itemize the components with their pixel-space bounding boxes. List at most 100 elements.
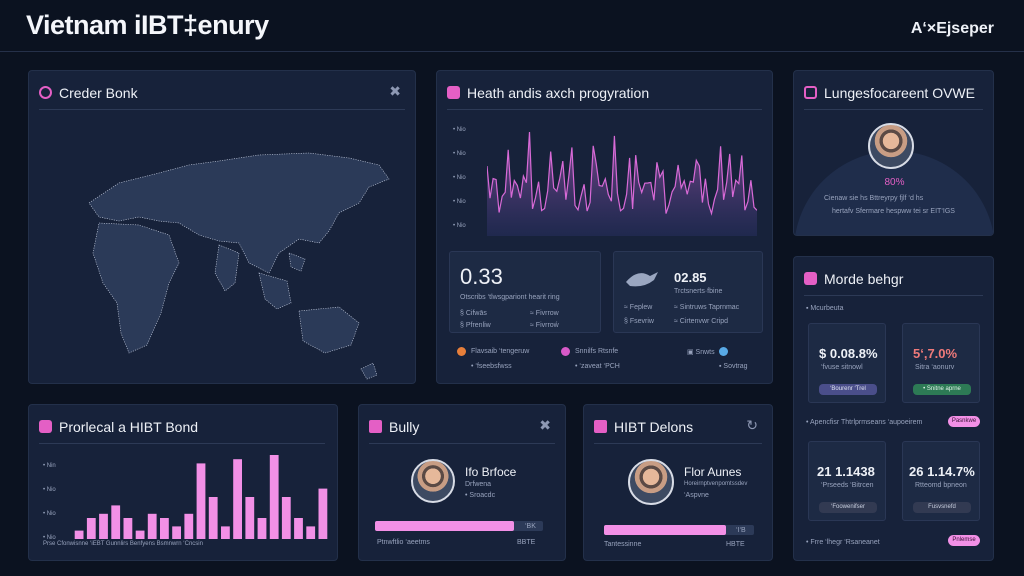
monde-card-a-sub: ‘fvuse sitnowl — [821, 364, 863, 371]
provincial-title: Prorlecal a HIBT Bond — [59, 419, 199, 435]
order-book-panel: Creder Bonk ✖ — [28, 70, 416, 384]
header: Vietnam iIBT‡enury A‘×Ejseper — [0, 0, 1024, 52]
lunges-percent: 80% — [884, 177, 905, 188]
hibt-name: Flor Aunes — [684, 465, 742, 479]
refresh-icon[interactable]: ↻ — [746, 417, 758, 433]
health-card-1-row-2: ≈ Fivrrow — [530, 310, 559, 317]
monde-card-a-value: $ 0.08.8% — [819, 346, 878, 361]
health-line-chart — [487, 131, 757, 236]
health-card-1[interactable]: 0.33 Otscribs ‘tlwsgpariont hearit ring … — [449, 251, 601, 333]
legend-dot-2 — [561, 347, 570, 356]
lunges-divider — [804, 109, 983, 110]
hibt-role: Horeirnptvenpomtssdev — [684, 481, 748, 487]
hibt-tag: ‘Aspvne — [684, 492, 709, 499]
monde-card-c-sub: ‘Prseeds ‘Bitrcen — [821, 482, 874, 489]
provincial-bar — [86, 518, 96, 539]
provincial-bar — [233, 459, 242, 539]
provincial-bar — [172, 526, 181, 539]
provincial-bar — [257, 518, 267, 539]
shuffle-icon[interactable]: ✖ — [539, 417, 551, 433]
bully-progress-track — [375, 521, 543, 531]
lunges-avatar — [868, 123, 914, 169]
provincial-axis-label: • Nio — [43, 535, 56, 541]
provincial-bar — [74, 530, 84, 539]
monde-footer-pill[interactable]: Pnlemse — [948, 535, 980, 546]
provincial-bar — [99, 513, 108, 539]
monde-row-pill[interactable]: Pasnkwe — [948, 416, 980, 427]
lunges-panel: Lungesfocareent OVWE 80% Cienaw sie hs B… — [793, 70, 994, 236]
provincial-axis-label: • Nin — [43, 463, 56, 469]
monde-footer-label: • Frre ‘lhegr ‘Rsaneanet — [806, 539, 880, 546]
health-card-2-row-3: § Fsevriw — [624, 318, 654, 325]
provincial-bar — [281, 497, 291, 539]
provincial-bar — [318, 488, 328, 539]
brand-logo: A‘×Ejseper — [910, 20, 994, 37]
health-card-2[interactable]: 02.85 Trctsnerts·fbine ≈ Feplew ≈ Sintru… — [613, 251, 763, 333]
legend-label-1: Flavsaib ‘tengeruw — [471, 348, 530, 355]
health-card-2-row-2: ≈ Sintruws Taprnmac — [674, 304, 740, 311]
monde-card-c[interactable]: 21 1.1438 ‘Prseeds ‘Bitrcen ‘Foowenifser — [808, 441, 886, 521]
hibt-avatar — [628, 459, 674, 505]
bully-divider — [369, 443, 555, 444]
hibt-panel: HIBT Delons ↻ Flor Aunes Horeirnptvenpom… — [583, 404, 773, 561]
provincial-bar — [294, 518, 303, 539]
bully-title: Bully — [389, 419, 420, 435]
bully-progress-value: ‘BK — [525, 523, 536, 530]
provincial-bar — [269, 455, 279, 539]
monde-card-d[interactable]: 26 1.14.7% Rtteomd bpneon Fusvsnefd — [902, 441, 980, 521]
monde-card-d-button[interactable]: Fusvsnefd — [913, 502, 971, 513]
monde-label-top: ▪ Mcurbeuta — [806, 305, 844, 312]
monde-title: Morde behgr — [824, 271, 904, 287]
provincial-icon — [39, 420, 52, 433]
monde-icon — [804, 272, 817, 285]
shuffle-icon[interactable]: ✖ — [389, 83, 401, 99]
health-panel: Heath andis axch progyration • Nio • Nio •… — [436, 70, 773, 384]
health-card-2-row-1: ≈ Feplew — [624, 304, 653, 311]
lunges-icon — [804, 86, 817, 99]
health-line — [487, 131, 757, 216]
hibt-foot-right: HBTE — [726, 541, 745, 548]
legend-sub-3: ▪ Sovtrag — [719, 363, 748, 370]
monde-card-c-button[interactable]: ‘Foowenifser — [819, 502, 877, 513]
bird-icon — [626, 272, 658, 287]
monde-card-a[interactable]: $ 0.08.8% ‘fvuse sitnowl ‘Bourenr ‘Trel — [808, 323, 886, 403]
provincial-axis-label: • Nio — [43, 511, 56, 517]
map-landmass-islands — [288, 252, 378, 380]
health-card-2-caption: Trctsnerts·fbine — [674, 288, 723, 295]
health-card-1-row-1: § Cifwās — [460, 310, 487, 317]
health-card-1-row-4: ≈ Fivrroẃ — [530, 322, 559, 329]
provincial-bar — [111, 505, 121, 539]
monde-card-b-sub: Sitra ‘aonurv — [915, 364, 955, 371]
provincial-bar — [123, 518, 133, 539]
provincial-bar — [306, 526, 316, 539]
map-landmass-australia — [298, 306, 360, 354]
health-card-1-row-3: § Pfrenliw — [460, 322, 491, 329]
health-icon — [447, 86, 460, 99]
hibt-divider — [594, 443, 762, 444]
monde-card-b[interactable]: 5‘,7.0% Sitra ‘aonurv • Snitne aprne — [902, 323, 980, 403]
health-axis-label: • Nio — [453, 175, 466, 181]
health-axis-label: • Nio — [453, 151, 466, 157]
monde-card-a-button[interactable]: ‘Bourenr ‘Trel — [819, 384, 877, 395]
provincial-bar — [208, 497, 218, 539]
monde-card-b-button[interactable]: • Snitne aprne — [913, 384, 971, 395]
provincial-axis-label: • Nio — [43, 487, 56, 493]
world-map — [88, 152, 390, 380]
app-title: Vietnam iIBT‡enury — [26, 10, 269, 40]
bully-progress-fill — [375, 521, 515, 531]
health-card-1-value: 0.33 — [460, 264, 503, 289]
provincial-panel: Prorlecal a HIBT Bond • Nin • Nio • Nio • N… — [28, 404, 338, 561]
health-title: Heath andis axch progyration — [467, 85, 650, 101]
legend-dot-3 — [719, 347, 728, 356]
health-axis-label: • Nio — [453, 199, 466, 205]
map-landmass-africa — [92, 222, 180, 354]
bully-avatar — [411, 459, 455, 503]
health-divider — [447, 109, 762, 110]
bully-foot-right: BBTE — [517, 539, 536, 546]
bully-name: Ifo Brfoce — [465, 465, 517, 479]
bully-tag: • Sroacdc — [465, 492, 496, 499]
order-book-title: Creder Bonk — [59, 85, 138, 101]
health-card-1-caption: Otscribs ‘tlwsgpariont hearit ring — [460, 294, 560, 301]
order-book-divider — [39, 109, 405, 110]
provincial-bar — [196, 463, 206, 539]
